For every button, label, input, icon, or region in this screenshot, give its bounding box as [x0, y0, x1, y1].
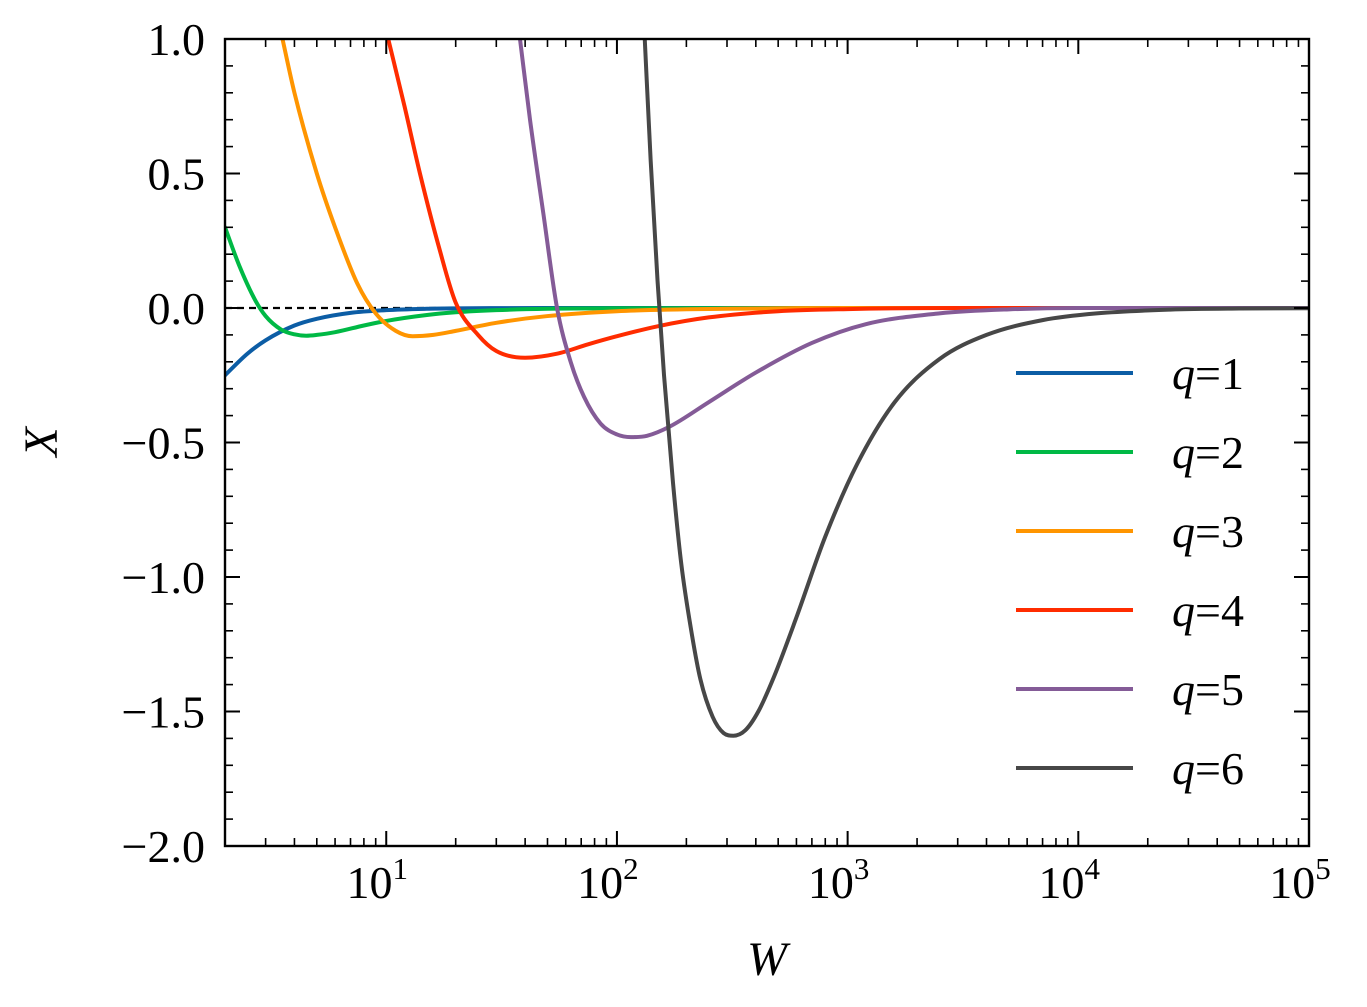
- legend-q-value: =3: [1195, 506, 1244, 557]
- plot-frame-layer: [223, 37, 1311, 848]
- legend-label-q4: q=4: [1172, 585, 1244, 636]
- x-tick-label: 105: [1269, 851, 1331, 908]
- x-tick-label: 101: [346, 851, 408, 908]
- series-line-q2: [225, 225, 1309, 338]
- legend-label-q2: q=2: [1172, 427, 1244, 478]
- clipped-series: [225, 39, 1309, 738]
- series-line-q5: [517, 39, 1309, 440]
- y-tick-label: 1.0: [148, 14, 206, 65]
- legend-q-symbol: q: [1172, 664, 1195, 715]
- x-tick-base: 10: [1269, 857, 1315, 908]
- x-tick-exponent: 5: [1315, 851, 1331, 886]
- legend-label-q6: q=6: [1172, 743, 1244, 794]
- legend-label-q3: q=3: [1172, 506, 1244, 557]
- legend-q-value: =6: [1195, 743, 1244, 794]
- y-tick-label: −0.5: [122, 418, 205, 469]
- y-tick-label: −2.0: [122, 821, 205, 872]
- y-tick-label: −1.5: [122, 687, 205, 738]
- x-axis-label: W: [747, 933, 791, 986]
- x-tick-base: 10: [808, 857, 854, 908]
- legend: q=1q=2q=3q=4q=5q=6: [1016, 348, 1244, 794]
- legend-q-value: =2: [1195, 427, 1244, 478]
- x-tick-label: 104: [1039, 851, 1101, 908]
- legend-q-symbol: q: [1172, 585, 1195, 636]
- x-tick-exponent: 1: [392, 851, 408, 886]
- legend-q-symbol: q: [1172, 506, 1195, 557]
- series-line-q6: [642, 39, 1309, 738]
- y-tick-label: −1.0: [122, 552, 205, 603]
- series-line-q4: [386, 39, 1309, 360]
- x-tick-exponent: 3: [854, 851, 870, 886]
- legend-q-value: =4: [1195, 585, 1244, 636]
- legend-q-value: =1: [1195, 348, 1244, 399]
- plot-frame: [223, 37, 1311, 848]
- x-tick-label: 102: [577, 851, 639, 908]
- x-tick-label: 103: [808, 851, 870, 908]
- x-tick-exponent: 2: [623, 851, 639, 886]
- y-axis-label: X: [15, 426, 68, 459]
- x-tick-exponent: 4: [1085, 851, 1101, 886]
- y-tick-label: 0.5: [148, 149, 206, 200]
- legend-label-q1: q=1: [1172, 348, 1244, 399]
- x-tick-base: 10: [1039, 857, 1085, 908]
- series-line-q3: [280, 39, 1309, 339]
- legend-q-value: =5: [1195, 664, 1244, 715]
- plot-lines: [225, 39, 1309, 738]
- legend-q-symbol: q: [1172, 427, 1195, 478]
- ticks-layer: [224, 38, 1310, 847]
- x-tick-base: 10: [346, 857, 392, 908]
- y-tick-label: 0.0: [148, 283, 206, 334]
- legend-label-q5: q=5: [1172, 664, 1244, 715]
- legend-q-symbol: q: [1172, 743, 1195, 794]
- legend-q-symbol: q: [1172, 348, 1195, 399]
- x-tick-base: 10: [577, 857, 623, 908]
